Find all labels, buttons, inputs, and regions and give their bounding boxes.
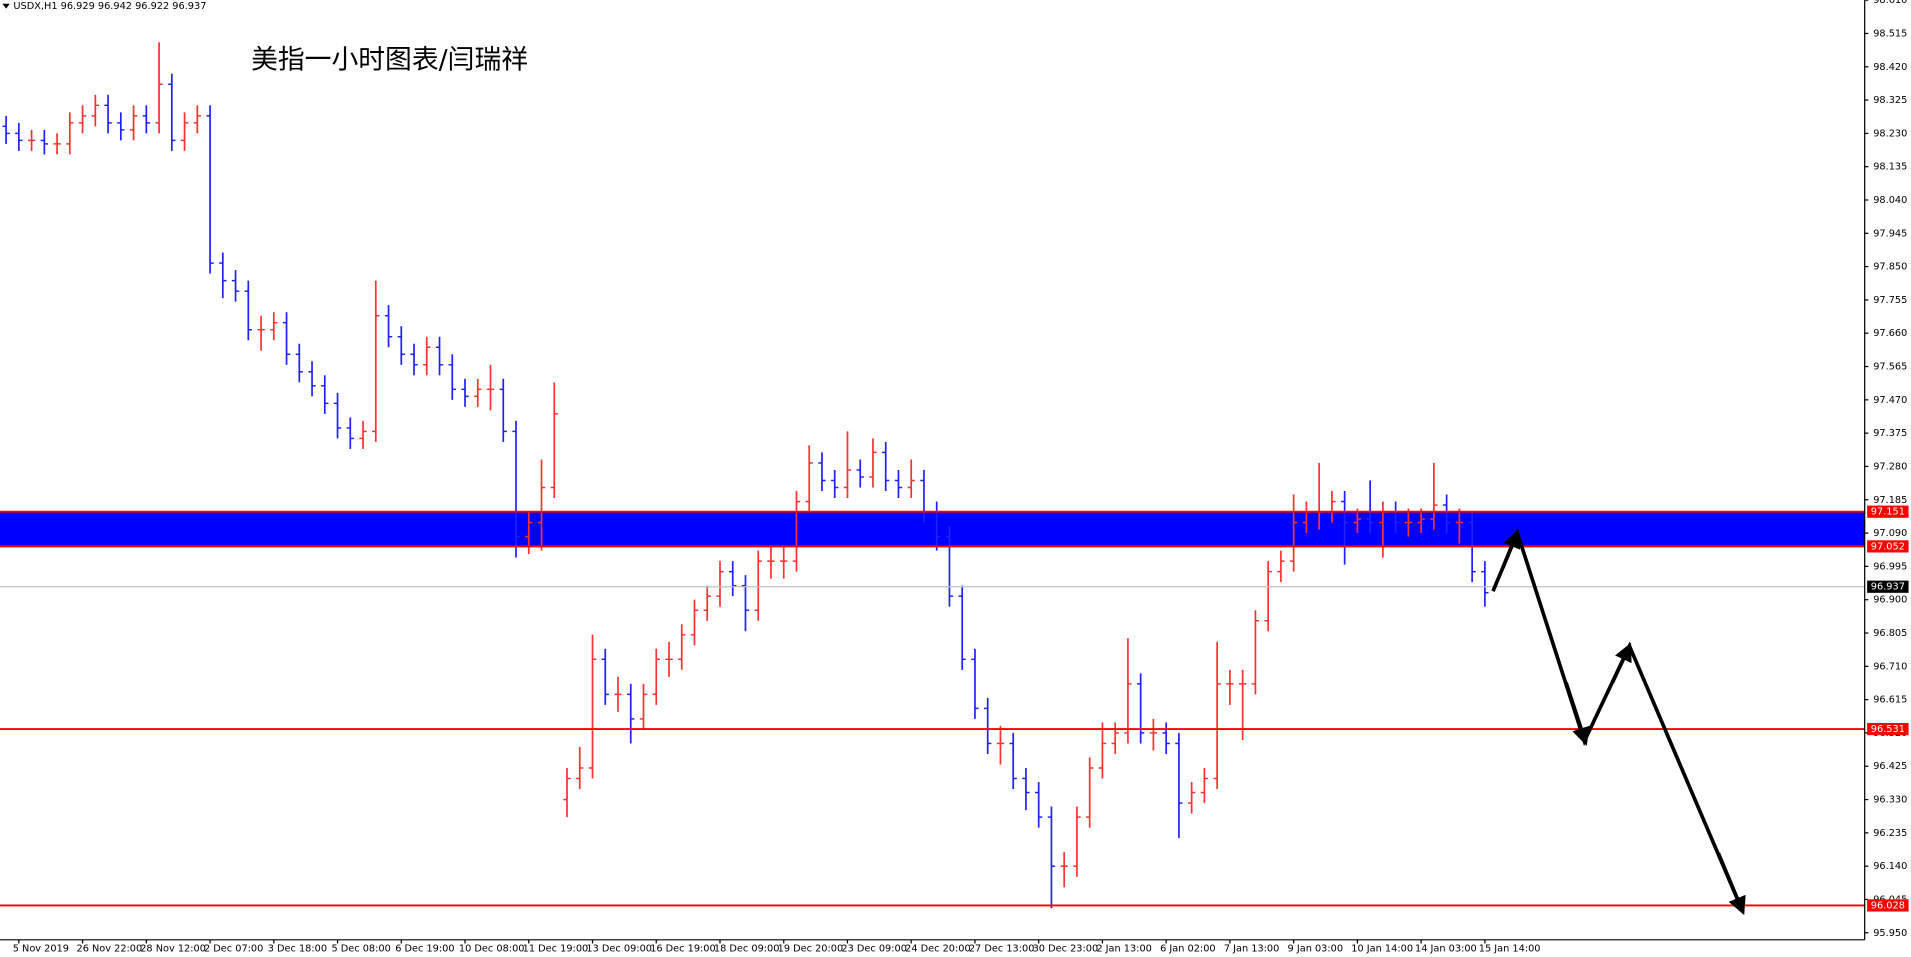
level-label: 97.052 xyxy=(1871,541,1905,552)
x-tick-label: 11 Dec 19:00 xyxy=(523,943,589,954)
x-tick-label: 10 Dec 08:00 xyxy=(459,943,525,954)
bars-layer xyxy=(2,42,1489,909)
y-tick-label: 96.140 xyxy=(1873,861,1907,872)
x-tick-label: 9 Jan 03:00 xyxy=(1288,943,1344,954)
y-tick-label: 98.135 xyxy=(1873,162,1907,173)
x-tick-label: 7 Jan 13:00 xyxy=(1224,943,1280,954)
y-tick-label: 96.330 xyxy=(1873,795,1907,806)
x-tick-label: 23 Dec 09:00 xyxy=(841,943,907,954)
x-tick-label: 18 Dec 09:00 xyxy=(714,943,780,954)
x-tick-label: 27 Dec 13:00 xyxy=(969,943,1035,954)
x-tick-label: 5 Dec 08:00 xyxy=(331,943,390,954)
level-label: 96.531 xyxy=(1871,724,1905,735)
y-tick-label: 97.945 xyxy=(1873,228,1907,239)
y-tick-label: 97.375 xyxy=(1873,428,1907,439)
zone-layer xyxy=(0,511,1865,547)
y-tick-label: 96.425 xyxy=(1873,761,1907,772)
y-tick-label: 98.610 xyxy=(1873,0,1907,6)
level-label-box xyxy=(1867,505,1909,518)
y-tick-label: 96.995 xyxy=(1873,561,1907,572)
price-label: 96.937 xyxy=(1871,582,1905,593)
x-tick-label: 10 Jan 14:00 xyxy=(1351,943,1413,954)
x-tick-label: 28 Nov 12:00 xyxy=(140,943,206,954)
y-tick-label: 96.710 xyxy=(1873,661,1907,672)
y-tick-label: 98.515 xyxy=(1873,28,1907,39)
y-tick-label: 95.950 xyxy=(1873,928,1907,939)
x-tick-label: 2 Jan 13:00 xyxy=(1096,943,1152,954)
y-tick-label: 98.230 xyxy=(1873,128,1907,139)
y-tick-label: 96.235 xyxy=(1873,828,1907,839)
level-label-box xyxy=(1867,540,1909,553)
x-tick-label: 3 Dec 18:00 xyxy=(268,943,327,954)
x-tick-label: 26 Nov 22:00 xyxy=(76,943,142,954)
chart-title: 美指一小时图表/闫瑞祥 xyxy=(251,45,528,76)
x-tick-label: 6 Dec 19:00 xyxy=(395,943,454,954)
x-tick-label: 13 Dec 09:00 xyxy=(586,943,652,954)
axis-layer: 95.95096.04596.14096.23596.33096.42596.5… xyxy=(13,0,1907,954)
levels-layer: 96.937 97.151 97.052 96.531 96.028 xyxy=(0,505,1909,912)
x-tick-label: 5 Nov 2019 xyxy=(13,943,69,954)
x-tick-label: 6 Jan 02:00 xyxy=(1160,943,1216,954)
y-tick-label: 98.420 xyxy=(1873,62,1907,73)
y-tick-label: 96.805 xyxy=(1873,628,1907,639)
chart-header: USDX,H1 96.929 96.942 96.922 96.937 xyxy=(13,1,206,12)
y-tick-label: 97.660 xyxy=(1873,328,1907,339)
x-tick-label: 15 Jan 14:00 xyxy=(1479,943,1541,954)
y-tick-label: 97.565 xyxy=(1873,362,1907,373)
resistance-zone xyxy=(0,511,1865,547)
level-label-box xyxy=(1867,722,1909,736)
y-tick-label: 97.850 xyxy=(1873,262,1907,273)
arrow-head xyxy=(1501,529,1521,569)
price-label-box xyxy=(1867,580,1909,593)
x-tick-label: 19 Dec 20:00 xyxy=(778,943,844,954)
y-tick-label: 97.280 xyxy=(1873,461,1907,472)
menu-triangle[interactable] xyxy=(2,3,10,9)
y-tick-label: 96.900 xyxy=(1873,595,1907,606)
x-tick-label: 14 Jan 03:00 xyxy=(1415,943,1477,954)
level-label: 97.151 xyxy=(1871,507,1905,518)
y-tick-label: 97.090 xyxy=(1873,528,1907,539)
arrow-head xyxy=(1610,642,1632,684)
x-tick-label: 24 Dec 20:00 xyxy=(905,943,971,954)
x-tick-label: 16 Dec 19:00 xyxy=(650,943,716,954)
arrow-head xyxy=(1716,852,1746,916)
y-tick-label: 97.755 xyxy=(1873,295,1907,306)
level-label-box xyxy=(1867,899,1909,912)
x-tick-label: 2 Dec 07:00 xyxy=(204,943,263,954)
x-tick-label: 30 Dec 23:00 xyxy=(1033,943,1099,954)
level-label: 96.028 xyxy=(1871,900,1905,911)
y-tick-label: 97.185 xyxy=(1873,495,1907,506)
y-tick-label: 98.040 xyxy=(1873,195,1907,206)
y-tick-label: 96.615 xyxy=(1873,695,1907,706)
y-tick-label: 97.470 xyxy=(1873,395,1907,406)
arrow-head xyxy=(1564,682,1590,746)
y-tick-label: 98.325 xyxy=(1873,95,1907,106)
